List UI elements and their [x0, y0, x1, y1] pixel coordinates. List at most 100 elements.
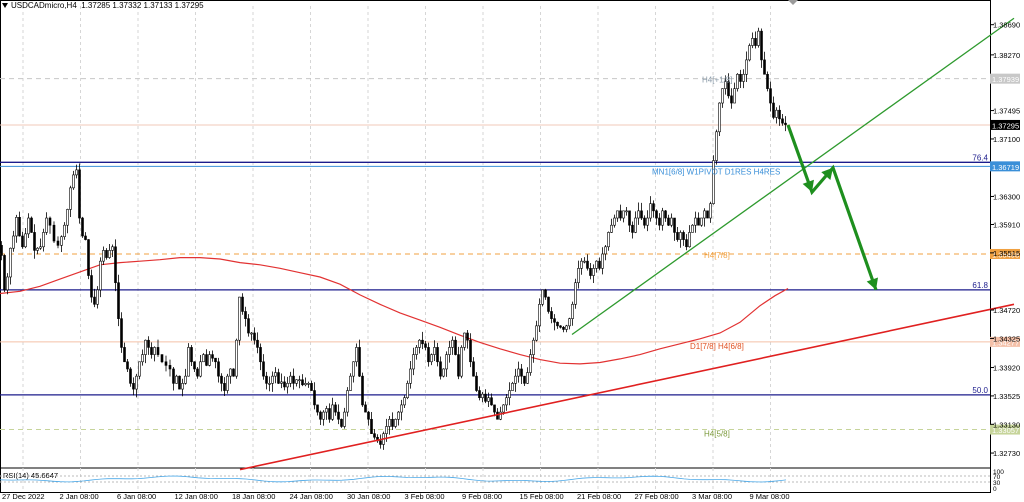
price-levels	[0, 78, 990, 431]
y-tick-label: 1.35515	[993, 249, 1020, 258]
candle-body	[667, 217, 670, 226]
y-tick-label: 1.38690	[993, 21, 1020, 30]
support-trendline	[239, 303, 1015, 471]
candle-body	[499, 411, 502, 420]
candle-body	[634, 217, 637, 233]
candle-body	[493, 404, 496, 413]
candle-body	[580, 260, 583, 269]
candle-body	[277, 372, 280, 384]
candle-body	[442, 368, 445, 377]
candle-body	[538, 303, 541, 327]
price-tag-text-pivot: 1.36719	[992, 163, 1019, 172]
candle-body	[33, 232, 36, 251]
candle-body	[475, 375, 478, 391]
candle-body	[358, 347, 361, 377]
uptrend-line	[571, 17, 1015, 335]
candle-body	[613, 217, 616, 226]
candle-body	[784, 122, 787, 125]
candle-body	[430, 354, 433, 363]
candle-body	[355, 347, 358, 363]
candle-body	[610, 224, 613, 233]
candle-body	[132, 383, 135, 390]
candle-body	[126, 361, 129, 370]
candle-body	[229, 368, 232, 377]
x-tick-label: 30 Jan 08:00	[347, 492, 390, 501]
candle-body	[673, 217, 676, 233]
candle-body	[256, 339, 259, 348]
candle-body	[36, 247, 39, 251]
candle-body	[271, 375, 274, 384]
candle-body	[144, 339, 147, 355]
candle-body	[643, 217, 646, 226]
x-tick-label: 21 Feb 08:00	[577, 492, 621, 501]
candle-body	[310, 383, 313, 391]
price-tag-current	[990, 119, 1020, 130]
candle-body	[340, 418, 343, 427]
candle-body	[226, 375, 229, 391]
candle-body	[706, 210, 709, 219]
candle-body	[616, 210, 619, 219]
candle-body	[691, 224, 694, 233]
candle-body	[349, 375, 352, 391]
candle-body	[12, 235, 15, 249]
candle-body	[511, 383, 514, 391]
candle-body	[60, 236, 63, 246]
candle-body	[772, 102, 775, 118]
y-tick-label: 1.34325	[993, 334, 1020, 343]
dropdown-triangle-icon[interactable]	[2, 3, 8, 9]
candle-body	[295, 379, 298, 384]
y-tick-label: 1.36300	[993, 192, 1020, 201]
candle-body	[652, 203, 655, 212]
candle-body	[517, 368, 520, 377]
candle-body	[775, 109, 778, 118]
candle-body	[715, 131, 718, 161]
candle-body	[646, 217, 649, 226]
candle-body	[721, 88, 724, 104]
chart-header[interactable]: USDCADmicro,H4 1.37285 1.37332 1.37133 1…	[2, 1, 204, 10]
candle-body	[172, 368, 175, 384]
candle-body	[223, 383, 226, 391]
candle-body	[508, 390, 511, 399]
x-tick-label: 12 Jan 08:00	[175, 492, 218, 501]
candle-body	[583, 260, 586, 263]
candle-body	[769, 88, 772, 104]
candle-body	[781, 118, 784, 124]
candle-body	[664, 210, 667, 219]
candle-body	[283, 381, 286, 388]
candle-body	[595, 260, 598, 269]
candle-body	[490, 397, 493, 406]
candle-body	[193, 361, 196, 370]
candle-body	[214, 357, 217, 363]
candle-body	[379, 440, 382, 445]
x-tick-label: 27 Dec 2022	[2, 492, 45, 501]
candle-body	[454, 339, 457, 355]
candle-body	[532, 339, 535, 355]
candle-body	[367, 411, 370, 420]
candle-body	[559, 325, 562, 328]
candle-body	[487, 397, 490, 402]
candle-body	[400, 404, 403, 413]
y-tick-label: 1.37100	[993, 135, 1020, 144]
candle-body	[763, 59, 766, 75]
candle-body	[394, 418, 397, 427]
candle-body	[45, 217, 48, 233]
candle-body	[259, 347, 262, 363]
candle-body	[75, 169, 78, 176]
candle-body	[102, 250, 105, 262]
candle-body	[208, 354, 211, 366]
candle-body	[69, 187, 72, 210]
trendlines	[239, 17, 1015, 471]
x-tick-label: 9 Feb 08:00	[462, 492, 502, 501]
price-tag-pivot	[990, 161, 1020, 172]
price-tag-text-h4-7-8: 1.35498	[992, 250, 1019, 259]
y-tick-label: 1.34720	[993, 306, 1020, 315]
candle-body	[397, 411, 400, 420]
candle-body	[478, 390, 481, 399]
rsi-axis-label: 30	[993, 480, 1001, 487]
candle-body	[628, 210, 631, 226]
x-tick-label: 24 Jan 08:00	[290, 492, 333, 501]
candle-body	[748, 45, 751, 61]
candle-body	[607, 232, 610, 248]
candle-body	[84, 235, 87, 240]
candle-body	[135, 375, 138, 390]
